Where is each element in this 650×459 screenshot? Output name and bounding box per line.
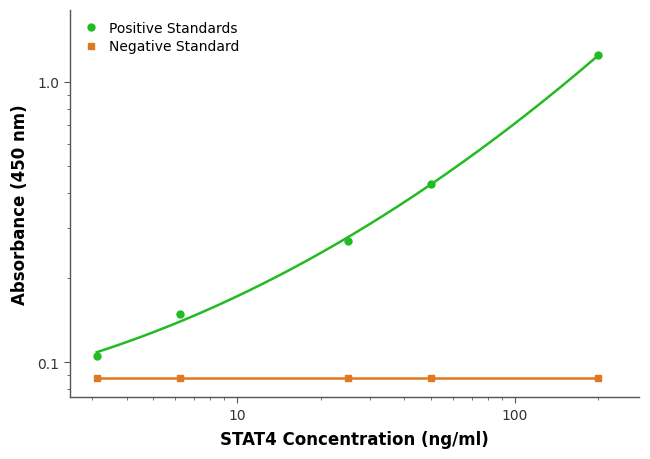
Negative Standard [93, 375, 101, 381]
X-axis label: STAT4 Concentration (ng/ml): STAT4 Concentration (ng/ml) [220, 430, 489, 448]
Line: Positive Standards: Positive Standards [94, 52, 602, 360]
Y-axis label: Absorbance (450 nm): Absorbance (450 nm) [11, 104, 29, 304]
Positive Standards [93, 353, 101, 359]
Legend: Positive Standards, Negative Standard: Positive Standards, Negative Standard [77, 18, 243, 58]
Negative Standard [427, 375, 435, 381]
Positive Standards [176, 312, 184, 318]
Negative Standard [344, 375, 352, 381]
Line: Negative Standard: Negative Standard [94, 375, 602, 381]
Negative Standard [176, 375, 184, 381]
Positive Standards [344, 239, 352, 244]
Negative Standard [594, 375, 602, 381]
Positive Standards [427, 182, 435, 188]
Positive Standards [594, 53, 602, 58]
